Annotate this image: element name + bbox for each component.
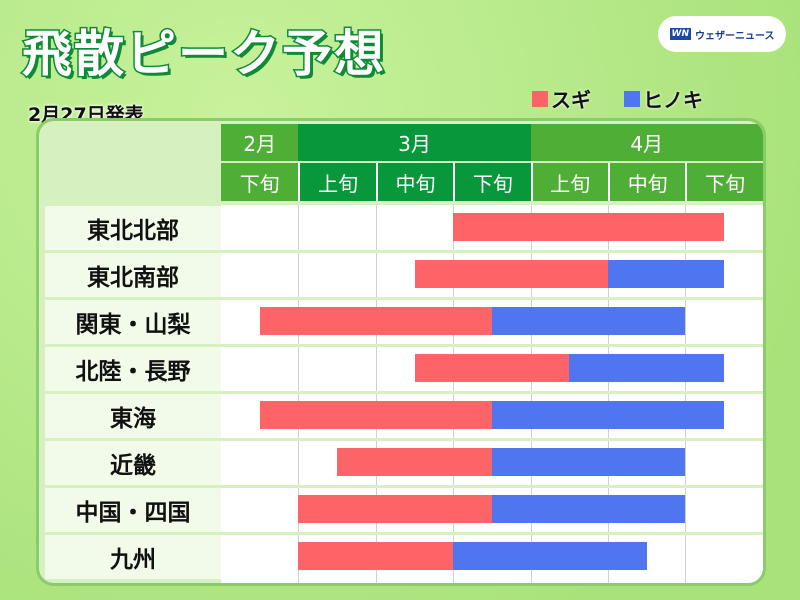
sugi-bar: [298, 495, 492, 523]
legend-swatch-sugi: [532, 90, 548, 107]
hinoki-bar: [491, 401, 725, 429]
row-label: 中国・四国: [45, 488, 221, 532]
hinoki-bar: [491, 495, 686, 523]
legend-label-hinoki: ヒノキ: [643, 88, 703, 112]
row-label: 東北南部: [45, 253, 221, 297]
period-header: 中旬: [608, 163, 686, 201]
hinoki-bar: [491, 307, 686, 335]
chart-panel: 2月 3月 4月 下旬 上旬 中旬 下旬 上旬 中旬 下旬 東北北部 東北南部 関東・山梨 北陸・長野 東海…: [36, 118, 766, 586]
row-divider: [221, 250, 763, 253]
period-header: 下旬: [685, 163, 763, 201]
period-header: 上旬: [530, 163, 608, 201]
sugi-bar: [259, 307, 492, 335]
logo-mark: WN: [669, 28, 691, 40]
sugi-bar: [414, 260, 608, 288]
row-label: 関東・山梨: [45, 300, 221, 344]
period-header: 下旬: [453, 163, 531, 201]
legend-label-sugi: スギ: [551, 88, 591, 112]
row-label: 東北北部: [45, 206, 221, 250]
sugi-bar: [337, 448, 492, 476]
legend-hinoki: ヒノキ: [624, 84, 703, 113]
plot-area: [221, 205, 763, 583]
month-header: 4月: [530, 124, 763, 161]
hinoki-bar: [569, 354, 725, 382]
legend-sugi: スギ: [532, 84, 591, 113]
month-header: 3月: [298, 124, 531, 161]
page-title: 飛散ピーク予想: [21, 24, 386, 85]
row-divider: [221, 344, 763, 347]
sugi-bar: [259, 401, 492, 429]
row-label: 九州: [45, 535, 221, 579]
sugi-bar: [414, 354, 570, 382]
row-label: 北陸・長野: [45, 347, 221, 391]
row-label: 近畿: [45, 441, 221, 485]
period-header: 上旬: [298, 163, 376, 201]
hinoki-bar: [608, 260, 725, 288]
legend-swatch-hinoki: [624, 90, 640, 107]
gridline: [530, 205, 532, 583]
gridline: [685, 205, 687, 583]
gridline: [608, 205, 609, 583]
gridline: [453, 205, 455, 583]
row-divider: [221, 297, 763, 300]
logo-text: ウェザーニュース: [694, 30, 775, 42]
sugi-bar: [453, 213, 725, 241]
row-divider: [221, 532, 763, 535]
row-divider: [221, 391, 763, 394]
gridline: [375, 205, 377, 583]
hinoki-bar: [453, 542, 647, 570]
weathernews-logo: WN ウェザーニュース: [658, 16, 786, 52]
row-divider: [221, 438, 763, 441]
sugi-bar: [298, 542, 454, 570]
row-label: 東海: [45, 394, 221, 438]
period-header: 下旬: [221, 163, 299, 201]
month-header: 2月: [221, 124, 299, 161]
hinoki-bar: [491, 448, 686, 476]
row-divider: [221, 485, 763, 488]
gridline: [298, 205, 300, 583]
period-header: 中旬: [375, 163, 454, 201]
